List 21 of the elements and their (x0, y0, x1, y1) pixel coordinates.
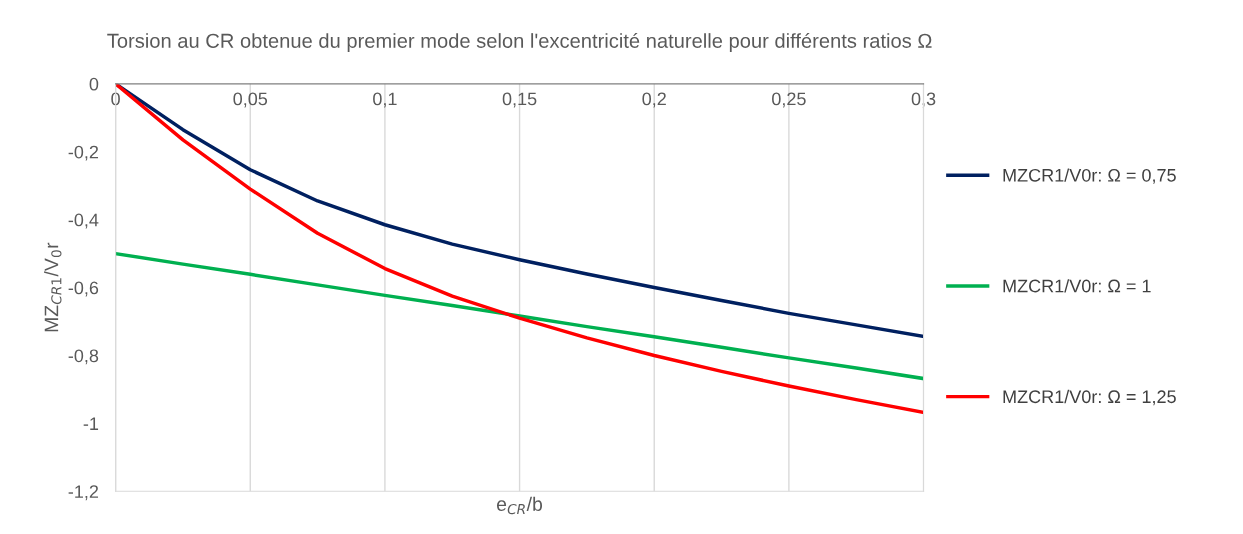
x-tick-label: 0,15 (502, 92, 537, 108)
y-tick-label: -0,4 (68, 213, 99, 229)
line-series (115, 251, 924, 381)
y-tick-label: -1 (83, 417, 99, 430)
x-tick-label: 0,25 (772, 92, 806, 108)
legend-label: MZCR1/V0r: Ω = 1,25 (1003, 389, 1176, 406)
chart-title: Torsion au CR obtenue du premier mode selon l'excentricité naturelle pour différents ratios Ω (107, 32, 932, 52)
y-tick-label: -0,8 (68, 349, 99, 365)
y-tick-label: -0,2 (68, 145, 99, 161)
y-tick-label: 0 (89, 77, 99, 91)
y-axis-title: MZ$_{CR1}$/V$_{0}$r (44, 242, 62, 332)
x-tick-label: 0 (111, 92, 120, 106)
x-tick-label: 0,2 (642, 92, 666, 108)
x-tick-label: 0,1 (373, 92, 397, 108)
legend-label: MZCR1/V0r: Ω = 1 (1003, 279, 1151, 293)
y-tick-label: -0,6 (68, 281, 99, 297)
x-axis-title: e$_{CR}$/b (496, 496, 543, 515)
y-tick-label: -1,2 (68, 485, 99, 501)
x-tick-label: 0,05 (233, 92, 268, 108)
legend-label: MZCR1/V0r: Ω = 0,75 (1003, 168, 1176, 184)
x-tick-label: 0,3 (911, 92, 936, 108)
